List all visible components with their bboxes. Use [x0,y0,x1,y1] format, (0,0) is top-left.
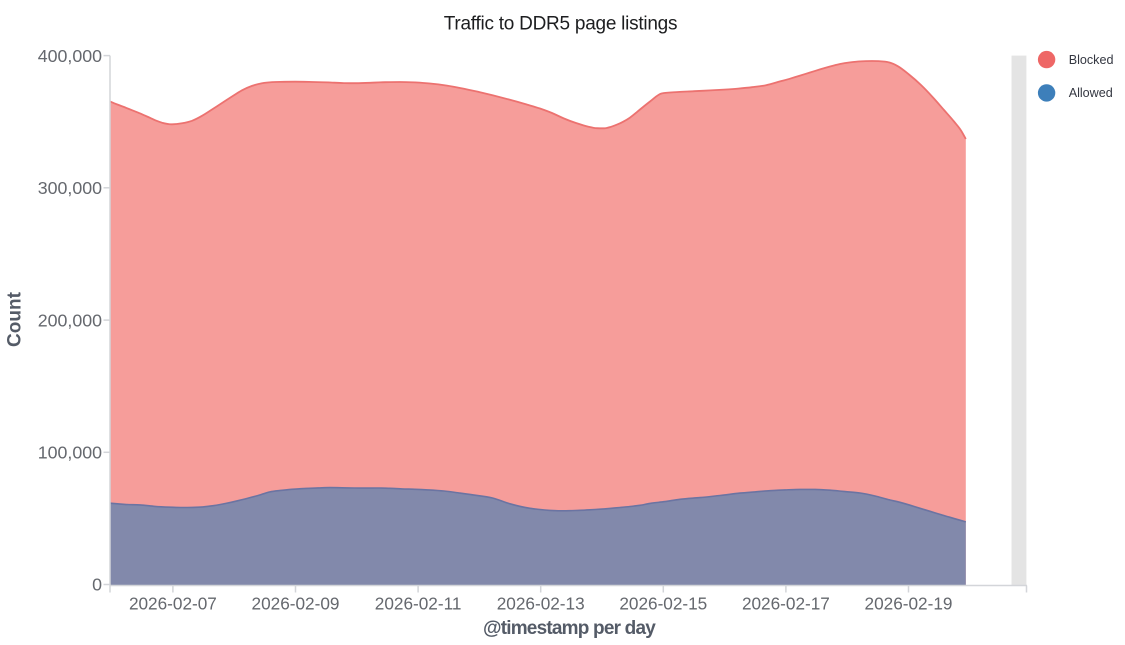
svg-text:2026-02-07: 2026-02-07 [129,594,217,614]
svg-text:Blocked: Blocked [1069,53,1114,67]
svg-text:0: 0 [92,575,102,595]
svg-text:300,000: 300,000 [38,178,102,198]
svg-text:@timestamp per day: @timestamp per day [483,618,656,639]
svg-text:400,000: 400,000 [38,46,102,66]
svg-text:200,000: 200,000 [38,310,102,330]
svg-text:Allowed: Allowed [1069,86,1113,100]
svg-text:100,000: 100,000 [38,443,102,463]
svg-text:2026-02-13: 2026-02-13 [497,594,585,614]
svg-text:Traffic to DDR5 page listings: Traffic to DDR5 page listings [444,13,678,34]
svg-text:2026-02-19: 2026-02-19 [865,594,953,614]
svg-text:2026-02-15: 2026-02-15 [619,594,707,614]
svg-text:2026-02-09: 2026-02-09 [252,594,340,614]
svg-text:2026-02-11: 2026-02-11 [375,594,462,614]
svg-text:Count: Count [5,291,26,347]
svg-text:2026-02-17: 2026-02-17 [742,594,830,614]
